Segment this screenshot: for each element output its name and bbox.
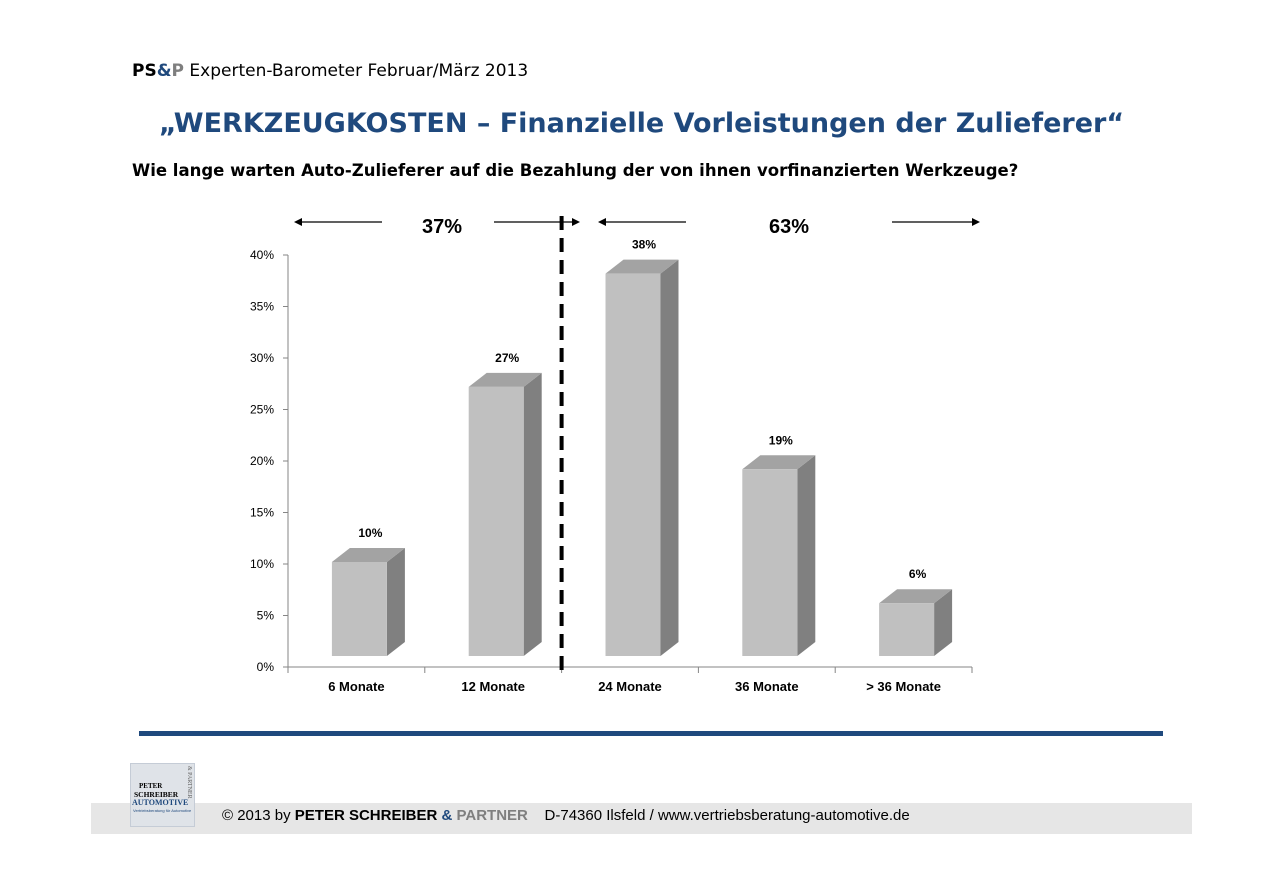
chart-axes: 0% 5% 10% 15% 20% 25% 30% 35% 40%: [250, 248, 973, 674]
footer-text: © 2013 by PETER SCHREIBER & PARTNER D-74…: [222, 807, 910, 824]
logo-line-tagline: Vertriebsberatung für Automotive: [133, 808, 192, 813]
bar-side: [934, 589, 953, 656]
logo-line-peter: PETER: [139, 782, 163, 790]
brand-subtitle: Experten-Barometer Februar/März 2013: [184, 61, 529, 81]
y-tick-label: 40%: [250, 248, 274, 262]
data-label: 10%: [358, 526, 382, 540]
y-tick-label: 30%: [250, 351, 274, 365]
left-arrow-head: [294, 218, 302, 226]
bar: [742, 455, 816, 656]
bar: [605, 259, 679, 656]
x-tick-label: 12 Monate: [461, 679, 525, 694]
x-tick-label: > 36 Monate: [866, 679, 941, 694]
data-label: 19%: [769, 433, 793, 447]
brand-amp: &: [156, 61, 172, 81]
bar-side: [797, 455, 816, 656]
chart-bars: [331, 259, 953, 656]
bar-chart: 0% 5% 10% 15% 20% 25% 30% 35% 40% 10% 6 Monate 27%…: [139, 216, 1163, 736]
company-logo: PETER SCHREIBER AUTOMOTIVE Vertriebsbera…: [130, 763, 195, 827]
page-title: „WERKZEUGKOSTEN – Finanzielle Vorleistun…: [158, 108, 1125, 139]
bar-top: [879, 589, 953, 604]
footer-company-amp: &: [441, 807, 457, 824]
bar-front: [331, 562, 387, 656]
bar-front: [742, 469, 798, 656]
data-label: 6%: [909, 567, 927, 581]
bar: [879, 589, 953, 656]
bar-top: [742, 455, 816, 470]
survey-question: Wie lange warten Auto-Zulieferer auf die…: [132, 161, 1019, 180]
bar-top: [331, 548, 405, 562]
data-label: 27%: [495, 351, 519, 365]
x-tick-label: 24 Monate: [598, 679, 662, 694]
footer-company-1: PETER SCHREIBER: [294, 807, 442, 824]
data-label: 38%: [632, 238, 656, 252]
bar: [468, 372, 542, 656]
left-group-label: 37%: [422, 216, 462, 238]
y-tick-label: 10%: [250, 557, 274, 571]
chart-annotations: 37% 63%: [139, 216, 1163, 736]
right-group-label: 63%: [769, 216, 809, 238]
y-tick-label: 25%: [250, 403, 274, 417]
y-tick-label: 20%: [250, 454, 274, 468]
brand-ps: PS: [132, 61, 157, 81]
y-tick-label: 35%: [250, 300, 274, 314]
footer-copyright: © 2013 by: [222, 807, 295, 824]
bar-side: [523, 372, 542, 656]
logo-line-schreiber: SCHREIBER: [134, 790, 179, 799]
logo-side-text: & PARTNER: [186, 766, 192, 799]
bar-top: [605, 259, 679, 274]
left-group-right-head: [572, 218, 580, 226]
right-group-left-head: [598, 218, 606, 226]
logo-line-automotive: AUTOMOTIVE: [132, 798, 189, 807]
bar-front: [468, 386, 524, 656]
bar-front: [879, 603, 935, 656]
bar-side: [660, 259, 679, 656]
footer-address: D-74360 Ilsfeld / www.vertriebsberatung-…: [527, 807, 910, 824]
y-tick-label: 5%: [257, 609, 275, 623]
brand-header: PS&P Experten-Barometer Februar/März 201…: [132, 61, 528, 81]
y-tick-label: 0%: [257, 660, 275, 674]
x-tick-label: 36 Monate: [735, 679, 799, 694]
x-tick-label: 6 Monate: [328, 679, 384, 694]
separator-rule: [139, 731, 1163, 736]
footer-bar: [91, 803, 1192, 834]
brand-p: P: [171, 61, 184, 81]
bar-front: [605, 273, 661, 656]
bar-top: [468, 372, 542, 387]
chart-labels: 10% 6 Monate 27% 12 Monate 38% 24 Monate 19% 36…: [328, 238, 941, 694]
bar: [331, 548, 405, 656]
bar-side: [386, 548, 405, 656]
y-tick-label: 15%: [250, 506, 274, 520]
footer-company-2: PARTNER: [456, 807, 528, 824]
right-arrow-head: [972, 218, 980, 226]
